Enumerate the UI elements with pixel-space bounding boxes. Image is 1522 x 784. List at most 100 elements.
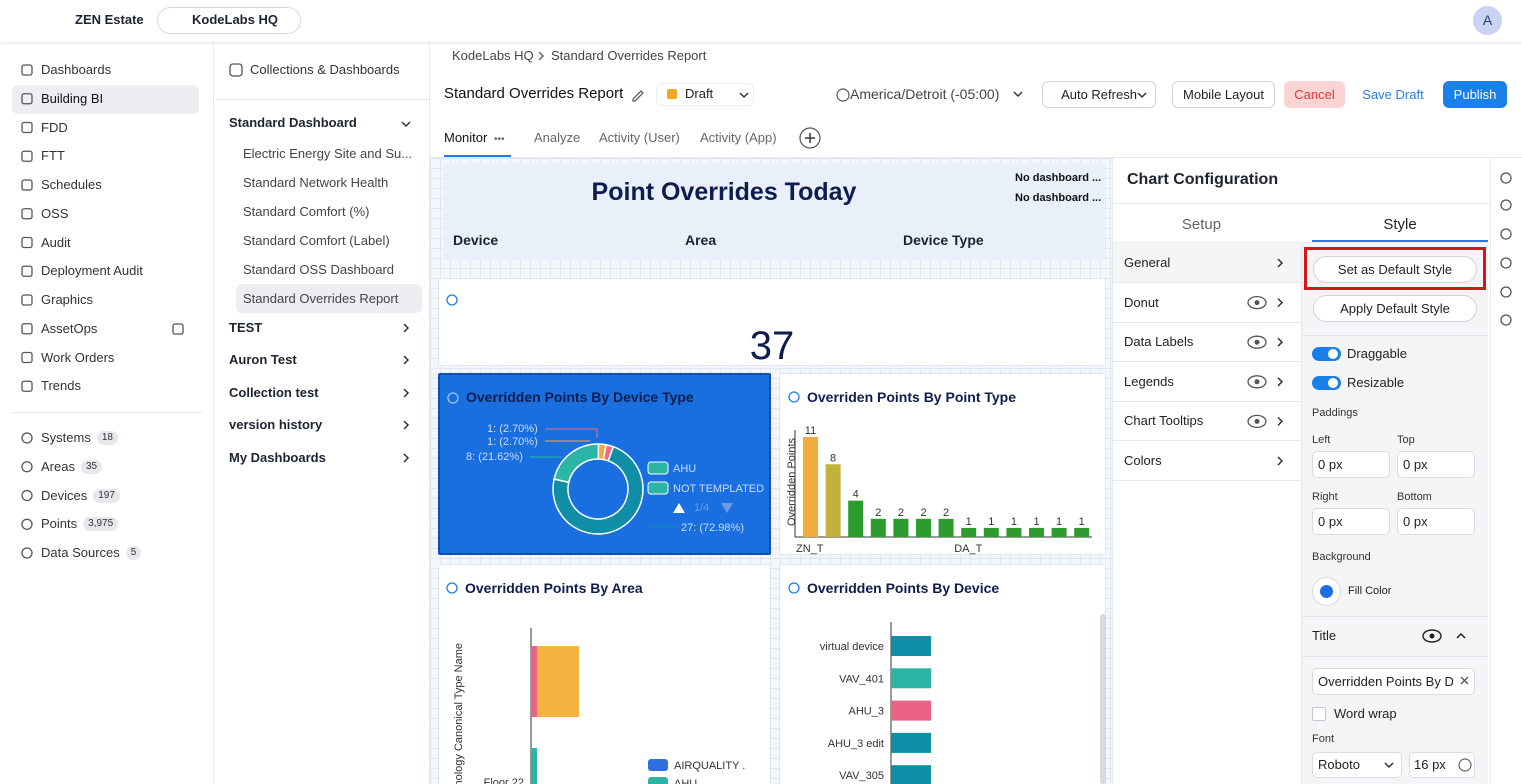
nav-item[interactable]: OSS: [41, 205, 69, 221]
status-select[interactable]: [656, 83, 754, 106]
add-tab-icon: [805, 133, 815, 143]
fill-color-label: Fill Color: [1348, 585, 1392, 597]
nav-item[interactable]: Work Orders: [41, 349, 115, 365]
apply-default-label: Apply Default Style: [1340, 300, 1450, 316]
nav-count-item[interactable]: Systems 18: [41, 429, 118, 447]
padding-value: 0 px: [1318, 456, 1343, 472]
avatar[interactable]: [1473, 6, 1502, 35]
tab[interactable]: Activity (App): [700, 130, 777, 145]
nav-item[interactable]: Deployment Audit: [41, 263, 143, 279]
word-wrap-checkbox[interactable]: [1312, 707, 1326, 721]
nav-item[interactable]: Dashboards: [41, 62, 112, 77]
collection-group[interactable]: TEST: [229, 320, 263, 335]
site-selector[interactable]: [157, 7, 301, 34]
publish-button-label: Publish: [1453, 86, 1497, 102]
cancel-button[interactable]: [1284, 81, 1345, 108]
config-divider: [1113, 203, 1490, 204]
nav-item[interactable]: Trends: [41, 378, 81, 394]
chevron-icon: [538, 51, 545, 61]
config-section: Chart Tooltips: [1124, 413, 1204, 429]
config-section-row[interactable]: [1113, 243, 1301, 283]
config-section: Legends: [1124, 373, 1174, 389]
nav-item[interactable]: AssetOps: [41, 320, 98, 336]
publish-button[interactable]: [1443, 81, 1507, 108]
dashboard-title: Point Overrides Today: [591, 178, 857, 206]
config-section-row[interactable]: [1113, 441, 1301, 481]
nav-count-item[interactable]: Areas 35: [41, 458, 103, 476]
timezone-icon: [836, 88, 850, 102]
padding-input[interactable]: [1312, 451, 1390, 478]
save-draft-button-label: Save Draft: [1362, 86, 1424, 102]
nav-item[interactable]: FDD: [41, 119, 68, 135]
auto-refresh-button[interactable]: [1042, 81, 1156, 108]
nav-item[interactable]: Graphics: [41, 292, 94, 307]
mobile-layout-button[interactable]: [1172, 81, 1275, 108]
nav-count-item[interactable]: Points 3,975: [41, 515, 119, 533]
breadcrumb-item[interactable]: KodeLabs HQ: [452, 48, 534, 63]
toggle-knob: [1328, 378, 1338, 388]
padding-input[interactable]: [1397, 508, 1475, 535]
config-title: Chart Configuration: [1127, 171, 1279, 188]
nav-count-item[interactable]: Data Sources 5: [41, 544, 142, 562]
collection-item[interactable]: Standard Network Health: [243, 174, 389, 190]
title-input[interactable]: [1312, 668, 1475, 695]
collection-group[interactable]: version history: [229, 417, 323, 432]
toggle-label: Draggable: [1347, 346, 1407, 361]
nav-item[interactable]: Building BI: [41, 90, 104, 106]
nav-count-label: Data Sources: [41, 545, 120, 560]
breadcrumb-item: Standard Overrides Report: [551, 48, 707, 63]
filter-label[interactable]: Device Type: [903, 232, 984, 248]
font-family-value: Roboto: [1318, 757, 1360, 772]
nav-count-item[interactable]: Devices 197: [41, 487, 120, 505]
tab[interactable]: Activity (User): [599, 130, 680, 145]
device-card[interactable]: [779, 564, 1106, 784]
tab[interactable]: Monitor: [444, 130, 488, 145]
fill-color-dot: [1320, 585, 1333, 598]
config-tab[interactable]: Style: [1383, 216, 1417, 233]
collection-item[interactable]: Standard Comfort (%): [243, 203, 370, 219]
font-size-input[interactable]: [1409, 752, 1475, 778]
config-section-row[interactable]: [1113, 283, 1301, 323]
toggle-label: Resizable: [1347, 375, 1405, 390]
padding-input[interactable]: [1312, 508, 1390, 535]
timezone[interactable]: America/Detroit (-05:00): [850, 86, 1000, 102]
title-input-value: Overridden Points By D: [1318, 673, 1453, 689]
filter-label[interactable]: Area: [685, 232, 717, 248]
nav-item[interactable]: FTT: [41, 148, 65, 164]
set-default-button[interactable]: [1313, 256, 1477, 283]
paddings-label: Paddings: [1312, 407, 1358, 419]
auto-refresh-button-label: Auto Refresh: [1061, 86, 1137, 102]
config-tab-underline: [1312, 240, 1488, 242]
chart-title: Overridden Points By Area: [465, 580, 643, 596]
area-card[interactable]: [438, 564, 771, 784]
collection-item[interactable]: Standard Comfort (Label): [243, 232, 390, 248]
site-name[interactable]: KodeLabs HQ: [192, 12, 278, 27]
config-section-row[interactable]: [1113, 362, 1301, 402]
padding-value: 0 px: [1403, 513, 1428, 529]
apply-default-button[interactable]: [1313, 295, 1477, 322]
word-wrap-label: Word wrap: [1334, 706, 1397, 721]
nav-item[interactable]: Audit: [41, 234, 71, 250]
collection-group[interactable]: Auron Test: [229, 352, 297, 367]
nav-count-badge: 3,975: [83, 517, 119, 532]
collection-item[interactable]: Standard Overrides Report: [243, 290, 399, 306]
collection-item[interactable]: Standard OSS Dashboard: [243, 261, 395, 277]
nav-item[interactable]: Schedules: [41, 177, 102, 192]
collection-group[interactable]: Standard Dashboard: [229, 115, 357, 130]
nav-count-badge: 18: [96, 431, 118, 445]
tab[interactable]: Analyze: [534, 130, 581, 145]
collection-group[interactable]: My Dashboards: [229, 450, 326, 465]
collection-item[interactable]: Electric Energy Site and Su...: [243, 146, 413, 161]
config-section-row[interactable]: [1113, 401, 1301, 442]
filter-label[interactable]: Device: [453, 232, 499, 248]
collections-divider: [215, 99, 430, 100]
padding-value: 0 px: [1403, 456, 1428, 472]
side-nav: [0, 42, 214, 784]
padding-input[interactable]: [1397, 451, 1475, 478]
config-section-row[interactable]: [1113, 322, 1301, 363]
config-tab[interactable]: Setup: [1181, 216, 1222, 233]
collection-group[interactable]: Collection test: [229, 385, 319, 400]
padding-value: 0 px: [1318, 513, 1343, 529]
kpi-value: 37: [749, 324, 795, 368]
